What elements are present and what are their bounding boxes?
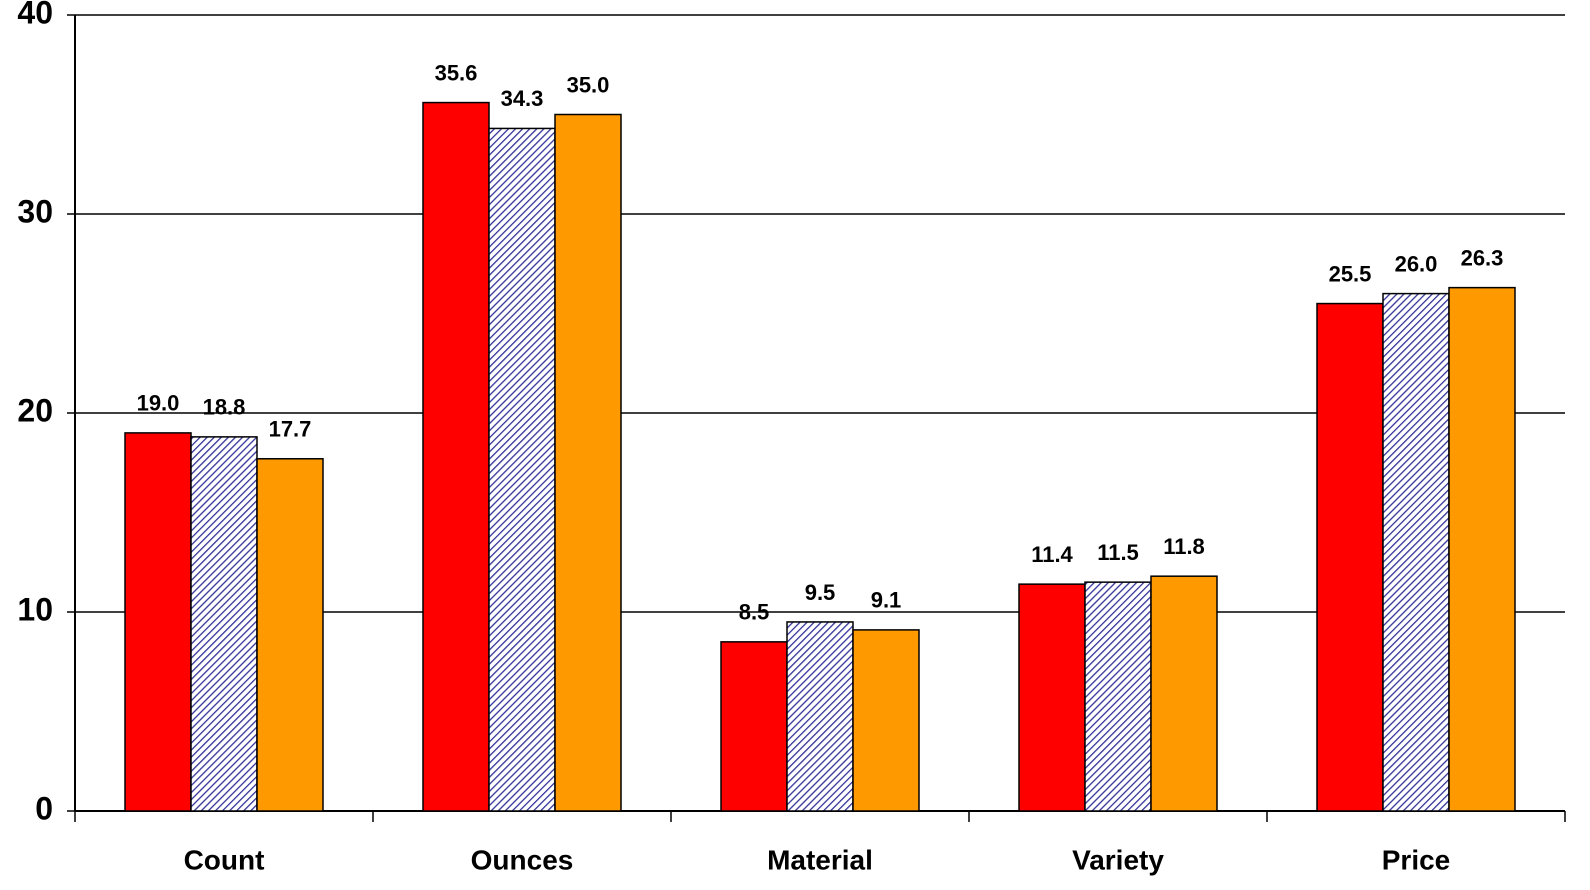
bar <box>422 101 490 812</box>
bar <box>1150 575 1218 812</box>
value-label: 26.3 <box>1461 245 1504 270</box>
bar <box>124 432 192 812</box>
bar <box>488 127 556 812</box>
value-label: 18.8 <box>203 395 246 420</box>
x-tick-label: Price <box>1382 844 1451 875</box>
y-tick-label: 20 <box>17 392 53 428</box>
bar <box>1382 292 1450 812</box>
value-label: 17.7 <box>269 417 312 442</box>
value-label: 8.5 <box>739 600 770 625</box>
y-tick-label: 30 <box>17 193 53 229</box>
bar <box>1316 302 1384 812</box>
bar <box>1448 286 1516 812</box>
bar <box>256 458 324 812</box>
x-tick-label: Variety <box>1072 844 1164 875</box>
value-label: 11.8 <box>1163 534 1205 559</box>
value-label: 11.5 <box>1097 540 1139 565</box>
bar <box>554 113 622 812</box>
value-label: 25.5 <box>1329 261 1372 286</box>
bar <box>720 641 788 812</box>
value-label: 34.3 <box>501 86 544 111</box>
y-tick-label: 10 <box>17 591 53 627</box>
bar <box>786 621 854 812</box>
y-tick-label: 0 <box>35 790 53 826</box>
bar <box>1084 581 1152 812</box>
x-tick-label: Ounces <box>471 844 574 875</box>
value-label: 26.0 <box>1395 251 1438 276</box>
value-label: 9.1 <box>871 588 902 613</box>
value-label: 19.0 <box>137 391 180 416</box>
value-label: 11.4 <box>1031 542 1073 567</box>
x-tick-label: Material <box>767 844 873 875</box>
x-tick-label: Count <box>184 844 265 875</box>
value-label: 35.6 <box>435 60 478 85</box>
bar <box>852 629 920 812</box>
bar <box>1018 583 1086 812</box>
value-label: 35.0 <box>567 72 610 97</box>
y-tick-label: 40 <box>17 0 53 30</box>
value-label: 9.5 <box>805 580 836 605</box>
bar <box>190 436 258 812</box>
